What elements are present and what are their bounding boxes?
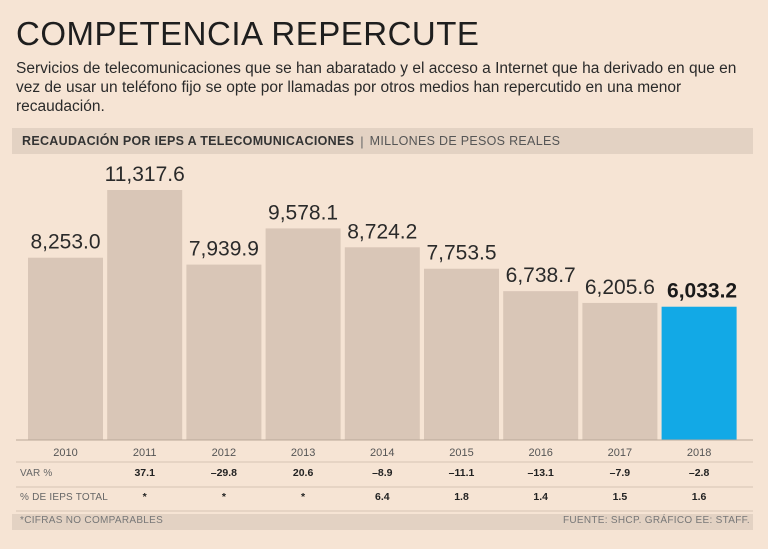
table-cell-2-2014: 6.4 <box>375 491 390 503</box>
value-label-2011: 11,317.6 <box>105 163 185 186</box>
page-title: COMPETENCIA REPERCUTE <box>16 15 480 52</box>
bar-2017 <box>582 302 658 440</box>
table-cell-1-2015: –11.1 <box>449 467 475 479</box>
table-cell-1-2012: –29.8 <box>211 467 237 479</box>
value-label-2015: 7,753.5 <box>426 242 496 265</box>
chart-header-band: RECAUDACIÓN POR IEPS A TELECOMUNICACIONE… <box>12 128 753 154</box>
source-credit: FUENTE: SHCP. GRÁFICO EE: STAFF. <box>562 515 750 526</box>
footnote: *CIFRAS NO COMPARABLES <box>20 515 164 526</box>
bar-2018 <box>661 306 737 440</box>
value-label-2010: 8,253.0 <box>30 231 100 254</box>
table-cell-2-2016: 1.4 <box>533 491 548 503</box>
bar-chart: 8,253.0 11,317.6 7,939.9 9,578.1 8,724.2 7,75… <box>16 163 753 512</box>
table-cell-1-2017: –7.9 <box>610 467 631 479</box>
table-cell-1-2013: 20.6 <box>293 467 314 479</box>
table-cell-1-2016: –13.1 <box>528 467 554 479</box>
value-label-2016: 6,738.7 <box>506 264 576 287</box>
table-cell-1-2014: –8.9 <box>372 467 393 479</box>
table-cell-1-2011: 37.1 <box>134 467 155 479</box>
value-label-2013: 9,578.1 <box>268 201 338 224</box>
bar-2013 <box>265 228 341 440</box>
table-cell-2-2013: * <box>301 491 306 503</box>
bar-2015 <box>424 268 499 440</box>
x-tick-label-2013: 2013 <box>291 447 315 459</box>
footer-band <box>12 514 753 530</box>
value-label-2017: 6,205.6 <box>585 276 655 299</box>
table-cell-1-2018: –2.8 <box>689 467 710 479</box>
x-tick-label-2014: 2014 <box>370 447 394 459</box>
bar-2014 <box>344 247 420 440</box>
intro-text: Servicios de telecomunicaciones que se h… <box>16 60 737 115</box>
bar-2011 <box>107 190 183 440</box>
x-tick-label-2012: 2012 <box>212 447 236 459</box>
chart-title: RECAUDACIÓN POR IEPS A TELECOMUNICACIONE… <box>22 134 355 148</box>
table-cell-2-2012: * <box>222 491 227 503</box>
x-tick-label-2018: 2018 <box>687 447 711 459</box>
table-row-label-2: % DE IEPS TOTAL <box>20 492 108 503</box>
x-tick-label-2015: 2015 <box>449 447 473 459</box>
x-tick-label-2010: 2010 <box>53 447 77 459</box>
value-label-2014: 8,724.2 <box>347 220 417 243</box>
bar-2016 <box>503 291 579 440</box>
table-cell-2-2011: * <box>143 491 148 503</box>
value-label-2012: 7,939.9 <box>189 238 259 261</box>
x-tick-label-2017: 2017 <box>608 447 632 459</box>
bar-2010 <box>28 257 103 440</box>
bar-2012 <box>186 264 262 440</box>
table-cell-2-2018: 1.6 <box>692 491 707 503</box>
chart-header-separator: | <box>360 133 364 149</box>
x-tick-label-2011: 2011 <box>133 447 157 459</box>
value-label-2018: 6,033.2 <box>667 280 737 303</box>
x-tick-label-2016: 2016 <box>528 447 552 459</box>
table-cell-2-2015: 1.8 <box>454 491 469 503</box>
table-cell-2-2017: 1.5 <box>613 491 628 503</box>
table-row-label-1: VAR % <box>20 468 53 479</box>
chart-units: MILLONES DE PESOS REALES <box>369 134 561 148</box>
